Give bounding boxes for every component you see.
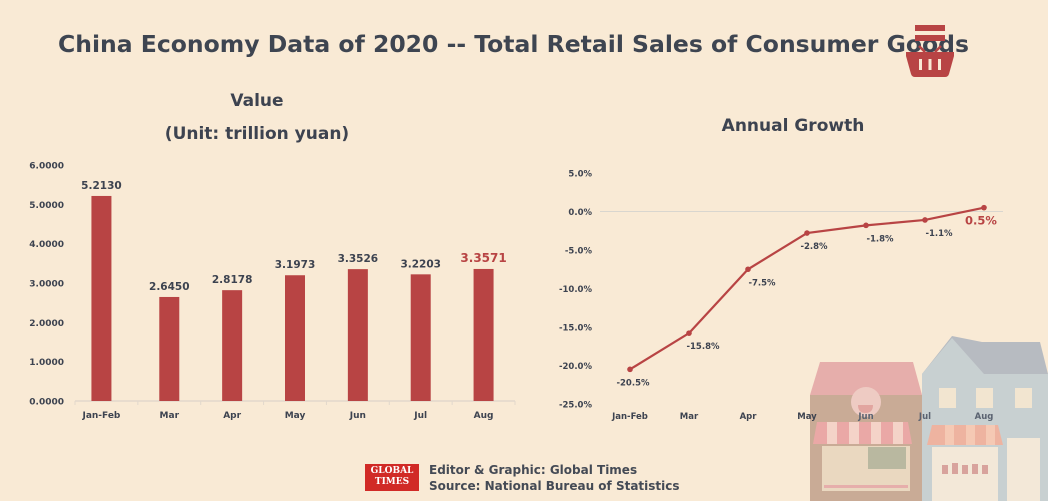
- bar: [285, 275, 305, 401]
- x-tick-label: Mar: [160, 411, 180, 421]
- point-value-label: -2.8%: [800, 242, 828, 252]
- bar: [222, 290, 243, 401]
- bar-value-label: 3.2203: [400, 258, 441, 270]
- line-point: [627, 366, 633, 373]
- x-tick-label: Mar: [680, 412, 699, 422]
- bar: [473, 268, 494, 401]
- y-tick-label: 1.0000: [29, 358, 64, 368]
- x-tick-label: Jan-Feb: [81, 411, 120, 421]
- line-chart-title: Annual Growth: [721, 116, 865, 136]
- line-point: [922, 217, 928, 223]
- x-tick-label: Aug: [975, 412, 994, 422]
- bookshop-building: [922, 336, 1048, 501]
- bar-value-label: 2.6450: [149, 281, 190, 293]
- bar-value-label: 2.8178: [212, 274, 253, 286]
- line-point: [804, 230, 810, 236]
- point-value-label: -1.8%: [866, 234, 894, 244]
- bar-value-label: 3.3526: [338, 253, 379, 265]
- y-tick-label: -20.0%: [559, 362, 592, 372]
- bar-chart: 0.0000 1.0000 2.0000 3.0000 4.0000 5.0000 6.00…: [29, 162, 516, 421]
- point-value-label: -7.5%: [748, 278, 776, 288]
- shopping-basket-icon: [906, 25, 954, 77]
- x-tick-label: Jul: [413, 411, 427, 421]
- bar: [410, 274, 431, 401]
- y-tick-label: 4.0000: [29, 240, 64, 250]
- x-tick-label: Jul: [918, 412, 931, 422]
- y-tick-label: 2.0000: [29, 319, 64, 329]
- y-tick-label: 0.0%: [568, 208, 592, 218]
- bar-chart-title: Value: [230, 91, 284, 111]
- point-value-label: -1.1%: [925, 229, 953, 239]
- point-value-label: 0.5%: [965, 214, 997, 228]
- point-value-label: -20.5%: [616, 378, 649, 388]
- bar: [91, 195, 112, 401]
- line-point: [686, 330, 692, 336]
- y-tick-label: 5.0000: [29, 201, 64, 211]
- x-tick-label: May: [797, 412, 817, 422]
- x-tick-label: Jan-Feb: [611, 412, 648, 422]
- y-tick-label: -5.0%: [565, 247, 593, 257]
- bar: [159, 296, 180, 401]
- logo-line-2: TIMES: [374, 477, 410, 487]
- bar: [347, 269, 368, 401]
- footer-credits: Editor & Graphic: Global Times Source: N…: [429, 462, 680, 494]
- x-tick-label: Jun: [857, 412, 873, 422]
- x-tick-label: Apr: [740, 412, 758, 422]
- y-tick-label: -15.0%: [559, 324, 592, 334]
- bar-value-label: 3.3571: [460, 251, 506, 265]
- y-tick-label: -25.0%: [559, 401, 592, 411]
- x-tick-label: Aug: [474, 411, 494, 421]
- line-chart: 5.0% 0.0% -5.0% -10.0% -15.0% -20.0% -25.0% -20…: [559, 170, 1003, 422]
- x-tick-label: May: [285, 411, 306, 421]
- main-title: China Economy Data of 2020 -- Total Reta…: [58, 30, 969, 58]
- y-tick-label: 0.0000: [29, 398, 64, 408]
- line-point: [745, 266, 751, 273]
- line-point: [981, 204, 987, 211]
- storefront-illustration: [810, 336, 1048, 501]
- bar-value-label: 5.2130: [81, 180, 122, 192]
- x-tick-label: Jun: [349, 411, 366, 421]
- y-tick-label: -10.0%: [559, 285, 592, 295]
- y-tick-label: 6.0000: [29, 162, 64, 172]
- point-value-label: -15.8%: [686, 342, 719, 352]
- y-tick-label: 3.0000: [29, 280, 64, 290]
- line-point: [863, 222, 869, 229]
- bar-value-label: 3.1973: [275, 259, 316, 271]
- y-tick-label: 5.0%: [568, 170, 592, 180]
- editor-credit: Editor & Graphic: Global Times: [429, 463, 638, 477]
- global-times-logo: GLOBAL TIMES: [365, 464, 419, 491]
- source-credit: Source: National Bureau of Statistics: [429, 479, 680, 493]
- logo-line-1: GLOBAL: [370, 466, 414, 476]
- cafe-building: [810, 362, 922, 501]
- bar-chart-subtitle: (Unit: trillion yuan): [164, 124, 350, 144]
- x-tick-label: Apr: [223, 411, 241, 421]
